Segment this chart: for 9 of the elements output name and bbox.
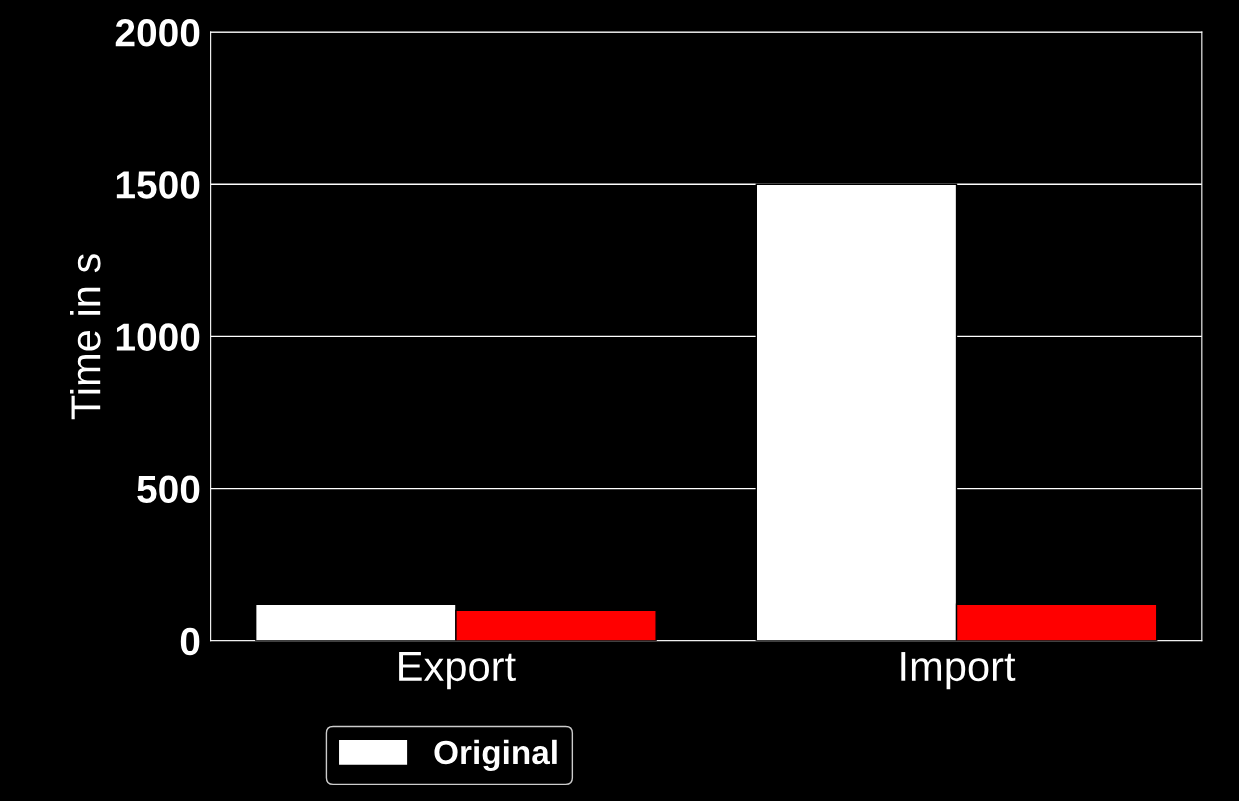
x-tick-label: Export xyxy=(399,652,516,690)
y-tick-label: 1000 xyxy=(116,323,200,351)
y-tick-label: 2000 xyxy=(115,18,200,47)
y-tick-label: 0 xyxy=(180,627,200,656)
y-axis-title: Time in s xyxy=(70,254,101,420)
y-tick-label: 1500 xyxy=(116,171,200,199)
legend-label: Original xyxy=(434,739,557,771)
x-tick-label: Import xyxy=(901,652,1016,690)
y-tick-label: 500 xyxy=(137,475,200,504)
